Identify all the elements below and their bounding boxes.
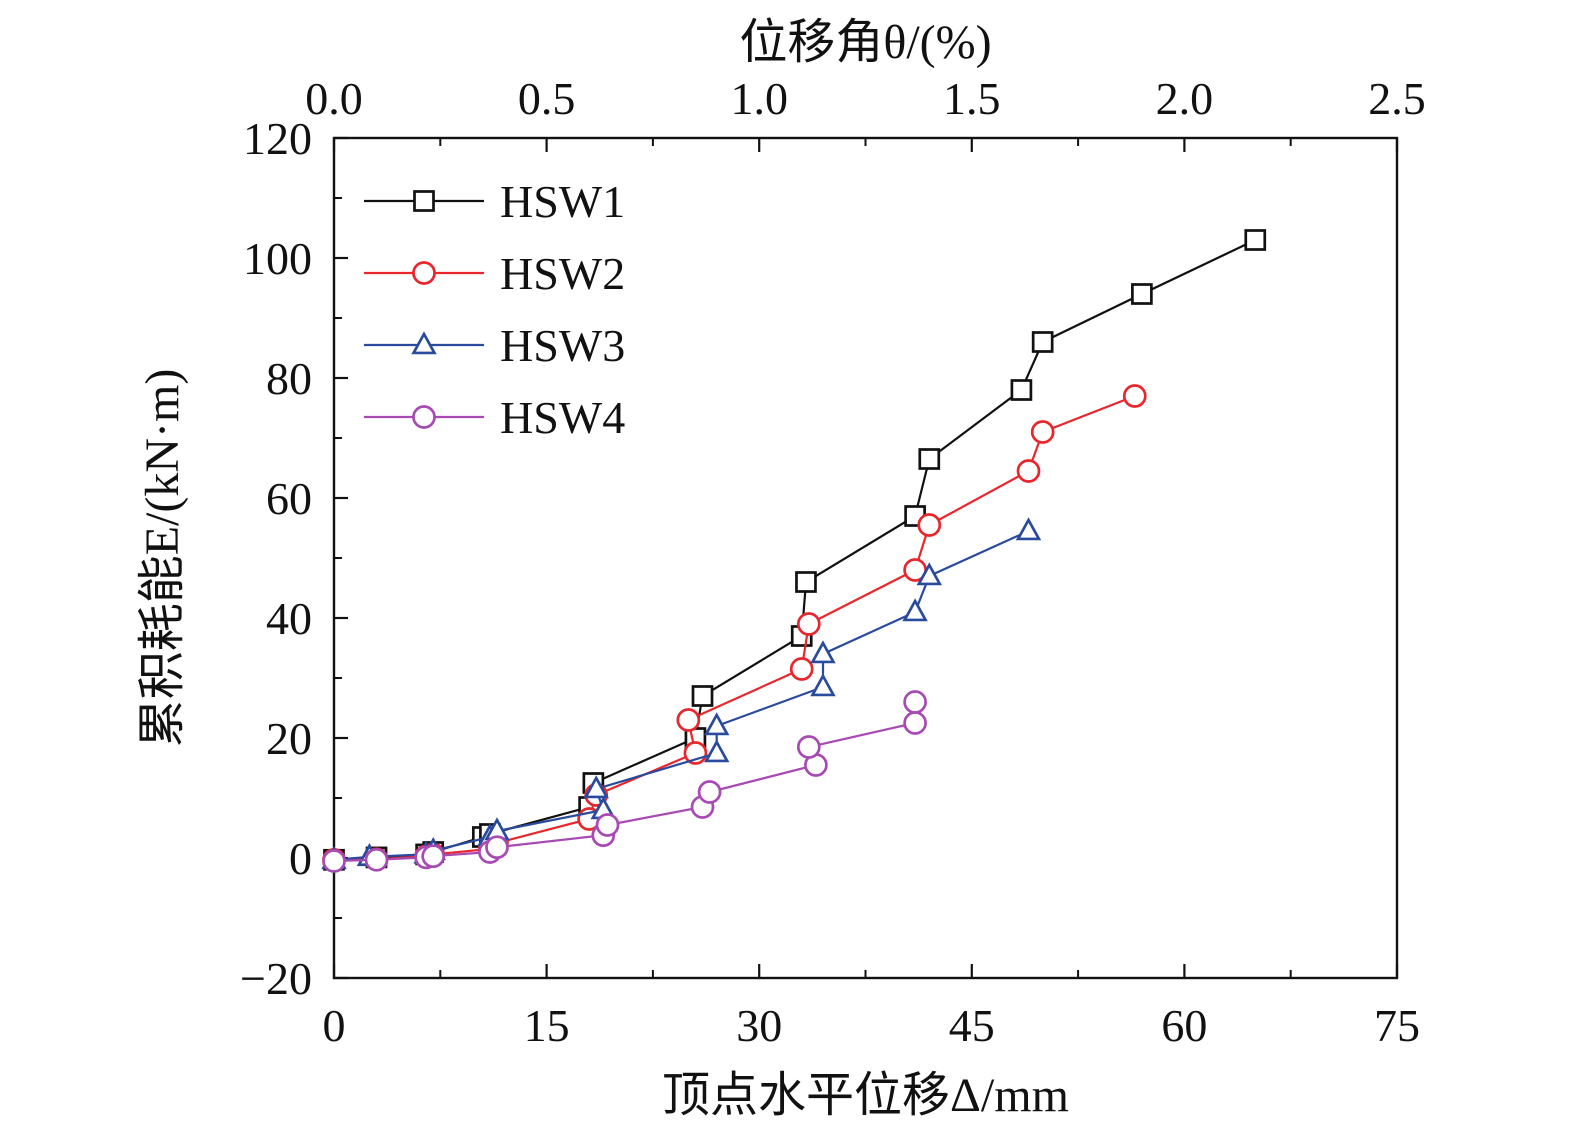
data-point-hsw1 — [1244, 229, 1267, 251]
data-point-hsw4 — [697, 780, 722, 804]
legend-marker — [412, 261, 436, 285]
series-hsw2 — [322, 384, 1147, 872]
y-tick-label: 0 — [289, 833, 312, 884]
legend-marker — [412, 405, 436, 429]
legend-item-hsw4: HSW4 — [364, 392, 625, 443]
data-point-hsw1 — [1131, 283, 1153, 305]
data-point-hsw1 — [918, 448, 941, 470]
y-tick-label: 60 — [266, 473, 312, 524]
data-point-hsw1 — [1031, 331, 1054, 353]
y-tick-label: 20 — [266, 713, 312, 764]
top-tick-label: 2.5 — [1368, 73, 1426, 124]
top-tick-label: 1.0 — [730, 73, 788, 124]
legend-label: HSW1 — [500, 176, 625, 227]
y-tick-label: −20 — [240, 953, 312, 1004]
y-tick-label: 40 — [266, 593, 312, 644]
data-point-hsw4 — [796, 735, 821, 759]
legend-label: HSW2 — [500, 248, 625, 299]
data-point-hsw4 — [485, 835, 509, 860]
x-tick-label: 30 — [736, 1000, 782, 1051]
legend-label: HSW4 — [500, 392, 625, 443]
data-point-hsw4 — [903, 711, 927, 735]
y-tick-label: 120 — [243, 113, 312, 164]
series-hsw4 — [322, 690, 927, 873]
x-axis-title: 顶点水平位移Δ/mm — [662, 1069, 1069, 1122]
series-line-hsw1 — [333, 239, 1256, 861]
data-point-hsw1 — [691, 685, 714, 707]
legend-item-hsw1: HSW1 — [364, 176, 625, 227]
y-tick-label: 80 — [266, 353, 312, 404]
data-point-hsw3 — [810, 640, 836, 664]
legend-item-hsw2: HSW2 — [364, 248, 625, 299]
series-line-hsw2 — [333, 394, 1136, 861]
data-point-hsw4 — [322, 849, 346, 873]
data-point-hsw3 — [703, 712, 730, 736]
data-point-hsw3 — [703, 739, 730, 763]
legend-marker — [411, 331, 437, 355]
x-tick-label: 60 — [1161, 1000, 1207, 1051]
series-hsw1 — [323, 229, 1267, 871]
top-tick-label: 0.0 — [305, 73, 363, 124]
data-point-hsw2 — [917, 513, 942, 537]
data-point-hsw3 — [902, 598, 928, 622]
data-point-hsw2 — [1030, 420, 1055, 444]
x-tick-label: 15 — [524, 1000, 570, 1051]
x-tick-label: 45 — [949, 1000, 995, 1051]
data-point-hsw1 — [1010, 379, 1033, 401]
data-point-hsw3 — [916, 562, 943, 586]
data-point-hsw3 — [810, 673, 836, 697]
data-point-hsw4 — [421, 844, 446, 869]
x-tick-label: 0 — [323, 1000, 346, 1051]
legend-marker — [413, 190, 435, 212]
data-point-hsw1 — [795, 571, 817, 593]
data-point-hsw2 — [1016, 459, 1041, 483]
data-point-hsw2 — [676, 708, 701, 732]
data-point-hsw3 — [1015, 517, 1042, 541]
top-tick-label: 1.5 — [943, 73, 1001, 124]
legend-item-hsw3: HSW3 — [364, 320, 625, 371]
labels-layer: 顶点水平位移Δ/mm 位移角θ/(%) 累积耗能E/(kN·m) — [136, 16, 1069, 1122]
top-tick-label: 0.5 — [518, 73, 576, 124]
data-point-hsw3 — [583, 775, 609, 799]
data-point-hsw4 — [903, 690, 927, 714]
data-point-hsw2 — [1122, 384, 1147, 408]
top-tick-label: 2.0 — [1156, 73, 1214, 124]
top-axis-title: 位移角θ/(%) — [739, 16, 991, 69]
data-point-hsw4 — [595, 813, 620, 837]
series-layer — [321, 229, 1267, 873]
x-tick-label: 75 — [1374, 1000, 1420, 1051]
legend-label: HSW3 — [500, 320, 625, 371]
data-point-hsw2 — [796, 612, 821, 636]
data-point-hsw4 — [364, 847, 389, 872]
data-point-hsw2 — [789, 657, 814, 681]
legend: HSW1 HSW2 HSW3 HSW4 — [364, 176, 625, 443]
y-tick-label: 100 — [243, 233, 312, 284]
ticks-layer: 0 15 30 45 60 750.0 0.5 1.0 1.5 2.0 2.5−2002040608… — [240, 73, 1426, 1051]
series-hsw3 — [321, 517, 1042, 870]
y-axis-title: 累积耗能E/(kN·m) — [136, 369, 189, 748]
